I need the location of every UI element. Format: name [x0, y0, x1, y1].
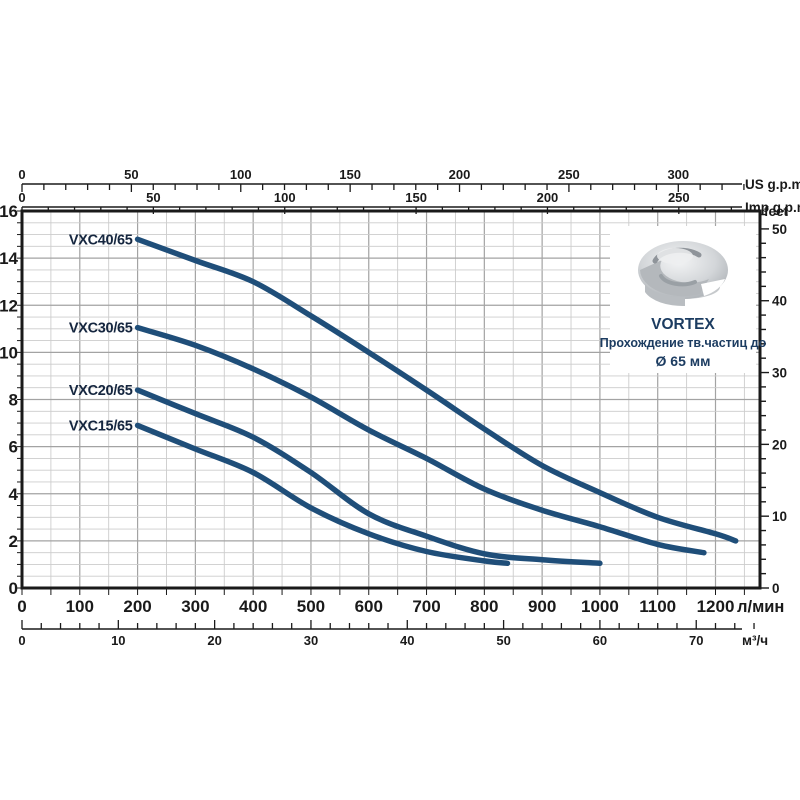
impeller-image [638, 241, 728, 307]
lmin-axis-label: л/мин [737, 598, 784, 616]
tick-label: 0 [9, 579, 18, 598]
tick-label: 6 [9, 438, 18, 457]
tick-label: 150 [405, 190, 427, 205]
tick-label: 10 [111, 633, 125, 648]
tick-label: 0 [18, 633, 25, 648]
tick-label: 0 [17, 597, 26, 616]
vortex-title: VORTEX [651, 316, 715, 333]
tick-label: 10 [0, 343, 18, 362]
tick-label: VXC20/65 [69, 383, 133, 399]
tick-label: 700 [412, 597, 440, 616]
tick-label: 20 [207, 633, 221, 648]
tick-label: 50 [124, 167, 138, 182]
tick-label: VXC30/65 [69, 321, 133, 337]
tick-label: 200 [449, 167, 471, 182]
tick-label: 0 [772, 581, 780, 596]
tick-label: 0 [18, 190, 25, 205]
m3h-axis-label: м³/ч [742, 633, 768, 648]
curves-layer: VXC40/65 VXC30/65 VXC20/65 VXC15/65 [69, 232, 739, 567]
tick-label: VXC15/65 [69, 418, 133, 434]
tick-label: 2 [9, 532, 18, 551]
tick-label: 1200 [697, 597, 735, 616]
tick-label: 40 [772, 294, 787, 309]
tick-label: 300 [181, 597, 209, 616]
tick-label: 500 [297, 597, 325, 616]
tick-label: 150 [339, 167, 361, 182]
tick-label: 14 [0, 249, 19, 268]
tick-label: 100 [66, 597, 94, 616]
tick-label: 70 [689, 633, 703, 648]
tick-label: 4 [9, 485, 19, 504]
tick-label: 200 [537, 190, 559, 205]
curve-vxc15-65: VXC15/65 [69, 418, 511, 567]
imp-gpm-axis-label: Imp g.p.m. [745, 200, 800, 215]
tick-label: 1000 [581, 597, 619, 616]
tick-label: 20 [772, 437, 787, 452]
tick-label: 30 [772, 366, 787, 381]
tick-label: 800 [470, 597, 498, 616]
tick-label: 0 [18, 167, 25, 182]
tick-label: 100 [274, 190, 296, 205]
tick-label: 60 [593, 633, 607, 648]
tick-label: 600 [355, 597, 383, 616]
tick-label: 250 [668, 190, 690, 205]
vortex-info-box: VORTEX Прохождение тв.частиц до Ø 65 мм [600, 226, 767, 373]
curve-vxc30-65: VXC30/65 [69, 321, 707, 556]
tick-label: 8 [9, 391, 18, 410]
tick-label: 50 [146, 190, 160, 205]
tick-label: 200 [123, 597, 151, 616]
tick-label: 16 [0, 202, 18, 221]
curve-vxc20-65: VXC20/65 [69, 383, 603, 567]
us-gpm-axis-label: US g.p.m. [745, 177, 800, 192]
tick-label: 250 [558, 167, 580, 182]
tick-label: 50 [772, 222, 787, 237]
vortex-particle-size: Ø 65 мм [656, 353, 711, 369]
tick-label: 900 [528, 597, 556, 616]
tick-label: 30 [304, 633, 318, 648]
curve-vxc40-65: VXC40/65 [69, 232, 739, 544]
tick-label: 400 [239, 597, 267, 616]
tick-label: 100 [230, 167, 252, 182]
tick-label: 50 [496, 633, 510, 648]
tick-label: 10 [772, 509, 787, 524]
tick-label: 1100 [639, 597, 676, 616]
feet-axis-label: feet [764, 204, 789, 219]
tick-label: 12 [0, 296, 18, 315]
vortex-subtitle: Прохождение тв.частиц до [600, 336, 767, 350]
tick-label: 40 [400, 633, 414, 648]
tick-label: 300 [667, 167, 689, 182]
tick-label: VXC40/65 [69, 232, 133, 248]
